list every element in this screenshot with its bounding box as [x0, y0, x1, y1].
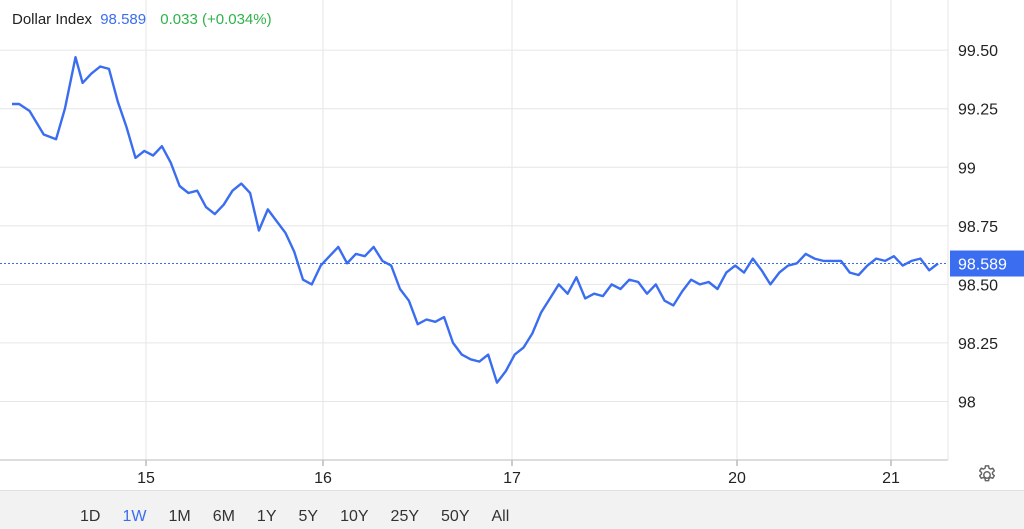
range-button-6m[interactable]: 6M [212, 508, 235, 525]
y-tick-label: 99.50 [958, 43, 998, 60]
range-button-50y[interactable]: 50Y [441, 508, 470, 525]
x-tick-label: 17 [503, 470, 521, 487]
range-button-5y[interactable]: 5Y [298, 508, 319, 525]
x-tick-label: 15 [137, 470, 155, 487]
price-change: 0.033 (+0.034%) [160, 11, 272, 28]
x-tick-label: 21 [882, 470, 900, 487]
last-price-badge-label: 98.589 [958, 257, 1007, 274]
range-button-all[interactable]: All [491, 508, 510, 525]
y-tick-label: 98.50 [958, 277, 998, 294]
x-tick-label: 20 [728, 470, 746, 487]
range-button-25y[interactable]: 25Y [390, 508, 420, 525]
range-toolbar: 1D 1W 1M 6M 1Y 5Y 10Y 25Y 50Y All [0, 490, 1024, 529]
gear-icon[interactable] [976, 464, 998, 486]
range-button-1y[interactable]: 1Y [256, 508, 277, 525]
range-button-1d[interactable]: 1D [80, 508, 101, 525]
instrument-name: Dollar Index [12, 11, 93, 28]
gridlines [0, 0, 949, 466]
dollar-index-chart: 99.50 99.25 99 98.75 98.50 98.25 98 15 16 17 20 21… [0, 0, 1024, 487]
last-price-badge: 98.589 [950, 250, 1024, 277]
x-tick-label: 16 [314, 470, 332, 487]
series-line-dollar-index[interactable] [12, 56, 939, 384]
y-tick-label: 99 [958, 160, 976, 177]
y-tick-label: 99.25 [958, 102, 998, 119]
x-axis-tick-labels: 15 16 17 20 21 [137, 470, 900, 487]
y-tick-label: 98.75 [958, 219, 998, 236]
range-selector: 1D 1W 1M 6M 1Y 5Y 10Y 25Y 50Y All [80, 508, 531, 526]
last-price-badge-bg [950, 250, 1024, 277]
last-price: 98.589 [100, 11, 147, 28]
y-tick-label: 98 [958, 394, 976, 411]
range-button-1w[interactable]: 1W [122, 508, 147, 525]
chart-header: Dollar Index 98.589 0.033 (+0.034%) [12, 11, 272, 28]
range-button-1m[interactable]: 1M [168, 508, 191, 525]
y-tick-label: 98.25 [958, 336, 998, 353]
y-axis-tick-labels: 99.50 99.25 99 98.75 98.50 98.25 98 [958, 43, 998, 411]
range-button-10y[interactable]: 10Y [340, 508, 369, 525]
